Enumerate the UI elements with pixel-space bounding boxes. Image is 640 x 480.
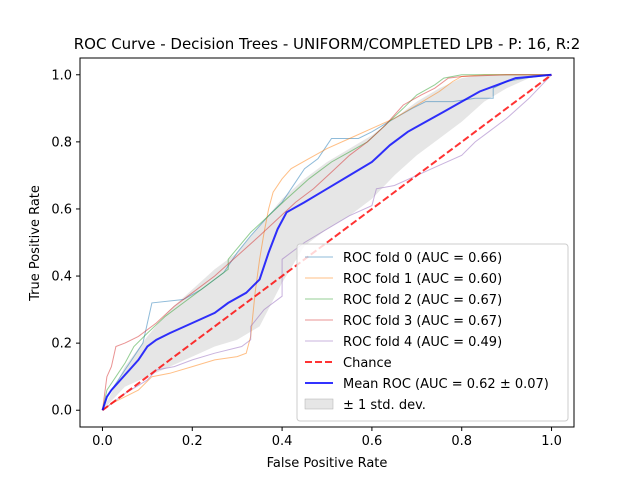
y-axis-ticks: 0.0 0.2 0.4 0.6 0.8 1.0 [51, 68, 80, 419]
x-tick-label: 0.8 [451, 434, 472, 449]
plot-area [79, 57, 575, 428]
legend-box [296, 243, 569, 422]
legend-label: ROC fold 3 (AUC = 0.67) [343, 314, 502, 329]
y-tick-label: 1.0 [51, 68, 72, 83]
y-tick-label: 0.0 [51, 404, 72, 419]
chance-line [101, 73, 553, 412]
chart-title: ROC Curve - Decision Trees - UNIFORM/COM… [74, 35, 581, 53]
roc-fold-3-line [102, 74, 552, 411]
y-tick-label: 0.8 [51, 135, 72, 150]
x-tick-label: 0.2 [182, 434, 203, 449]
x-axis-label: False Positive Rate [267, 456, 388, 471]
legend-label: ROC fold 0 (AUC = 0.66) [343, 251, 502, 266]
roc-fold-2-line [102, 74, 552, 411]
roc-fold-4-line [102, 74, 552, 411]
plot-frame [79, 57, 575, 428]
y-tick-label: 0.4 [51, 270, 72, 285]
y-tick-label: 0.6 [51, 202, 72, 217]
y-tick-label: 0.2 [51, 337, 72, 352]
x-tick-label: 1.0 [541, 434, 562, 449]
legend-swatch [304, 398, 334, 410]
legend: ROC fold 0 (AUC = 0.66) ROC fold 1 (AUC =… [296, 243, 569, 422]
roc-fold-1-line [102, 74, 552, 411]
x-tick-label: 0.6 [362, 434, 383, 449]
legend-label: ROC fold 2 (AUC = 0.67) [343, 293, 502, 308]
y-axis-label: True Positive Rate [28, 185, 43, 302]
mean-roc-line [101, 73, 552, 411]
legend-label: ROC fold 1 (AUC = 0.60) [343, 272, 502, 287]
legend-label: ROC fold 4 (AUC = 0.49) [343, 335, 502, 350]
legend-label: Chance [343, 356, 392, 371]
x-tick-label: 0.0 [92, 434, 113, 449]
legend-label: ± 1 std. dev. [343, 398, 426, 413]
x-tick-label: 0.4 [272, 434, 293, 449]
x-axis-ticks: 0.0 0.2 0.4 0.6 0.8 1.0 [92, 427, 562, 449]
legend-label: Mean ROC (AUC = 0.62 ± 0.07) [343, 377, 549, 392]
